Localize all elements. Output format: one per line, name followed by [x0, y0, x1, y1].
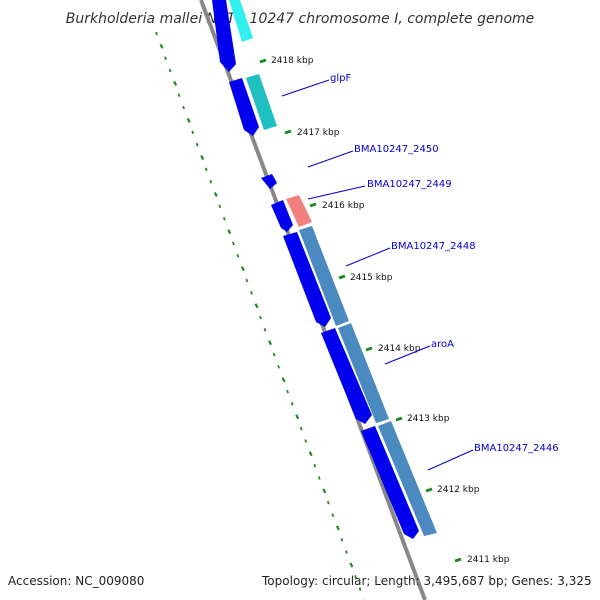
gc-dot	[317, 476, 321, 480]
gc-dot	[308, 451, 313, 457]
gc-dot	[259, 315, 262, 320]
gc-dot	[295, 414, 300, 420]
topology-text: Topology: circular; Length: 3,495,687 bp…	[261, 574, 592, 588]
gc-dot	[331, 513, 335, 517]
accession-text: Accession: NC_009080	[8, 574, 144, 588]
gc-dot	[204, 167, 208, 172]
kbp-label: 2411 kbp	[467, 555, 510, 565]
gc-dot	[272, 352, 276, 357]
cds-teal-block[interactable]	[246, 74, 277, 130]
gc-dot	[195, 142, 199, 147]
gene-label-bma10247-2446[interactable]: BMA10247_2446	[474, 443, 559, 454]
gc-dot	[290, 402, 294, 406]
tick-mark	[365, 346, 373, 352]
gc-dot	[345, 550, 348, 554]
gc-dot	[286, 389, 289, 394]
tick-mark	[259, 58, 267, 64]
gc-dot	[200, 155, 205, 160]
gc-dot	[340, 538, 344, 542]
label-leader-line	[307, 185, 366, 200]
gc-dot	[277, 365, 280, 369]
gc-dot	[227, 229, 232, 235]
tick-mark	[309, 202, 317, 208]
gene-feature[interactable]	[283, 232, 331, 327]
cds-salmon-block[interactable]	[286, 195, 312, 227]
gc-dot	[164, 56, 167, 60]
gc-dot-track	[155, 31, 366, 600]
tick-mark	[338, 274, 346, 280]
label-leader-line	[384, 345, 431, 365]
gc-dot	[240, 266, 245, 272]
gc-dot	[349, 562, 354, 568]
gene-feature[interactable]	[271, 200, 293, 232]
cds-steelblue-block[interactable]	[338, 323, 389, 423]
kbp-label: 2416 kbp	[322, 201, 365, 211]
gc-dot	[213, 192, 218, 197]
cds-steelblue-block[interactable]	[378, 421, 437, 536]
gene-label-bma10247-2448[interactable]: BMA10247_2448	[391, 241, 476, 252]
label-leader-line	[307, 150, 354, 168]
gc-dot	[254, 303, 259, 309]
label-leader-line	[345, 247, 391, 267]
gene-label-bma10247-2449[interactable]: BMA10247_2449	[367, 179, 452, 190]
label-leader-line	[281, 79, 330, 97]
gene-label-aroa[interactable]: aroA	[431, 339, 454, 350]
gene-feature[interactable]	[212, 0, 236, 72]
tick-mark	[284, 129, 292, 135]
gc-dot	[218, 204, 222, 209]
gc-dot	[250, 291, 253, 295]
gc-dot	[299, 426, 303, 431]
gc-dot	[209, 179, 213, 184]
gc-dot	[173, 80, 178, 86]
gc-dot	[159, 43, 164, 49]
kbp-label: 2418 kbp	[271, 56, 314, 66]
gc-dot	[322, 488, 327, 494]
gc-dot	[186, 117, 191, 123]
gc-dot	[335, 525, 340, 531]
kbp-label: 2413 kbp	[407, 414, 450, 424]
tick-mark	[395, 416, 403, 422]
gc-dot	[326, 500, 330, 505]
gc-dot	[313, 463, 317, 468]
map-title: Burkholderia mallei NCTC 10247 chromosom…	[66, 11, 535, 27]
kbp-label: 2414 kbp	[378, 344, 421, 354]
gc-dot	[263, 328, 267, 332]
gene-track	[212, 0, 437, 539]
kbp-label: 2417 kbp	[297, 128, 340, 138]
gene-feature[interactable]	[361, 426, 419, 539]
gc-dot	[304, 439, 308, 443]
cds-cyan-block[interactable]	[229, 0, 253, 42]
gc-dot	[358, 587, 362, 591]
kbp-label: 2415 kbp	[350, 273, 393, 283]
gc-dot	[268, 340, 272, 346]
label-leaders	[281, 79, 474, 471]
gc-dot	[222, 216, 226, 221]
gc-dot	[182, 105, 185, 110]
gc-dot	[236, 254, 240, 258]
kbp-label: 2412 kbp	[437, 485, 480, 495]
gc-dot	[155, 31, 158, 36]
gc-dot	[191, 130, 195, 135]
gene-feature[interactable]	[321, 328, 372, 424]
label-leader-line	[427, 449, 474, 471]
gc-dot	[281, 377, 286, 383]
gc-dot	[232, 241, 235, 246]
tick-mark	[454, 557, 462, 563]
gc-dot	[177, 93, 181, 97]
gene-feature[interactable]	[261, 174, 277, 189]
gc-dot	[245, 278, 249, 283]
kbp-ticks	[259, 58, 462, 563]
gc-dot	[354, 575, 357, 579]
cds-steelblue-block[interactable]	[299, 226, 349, 326]
gene-feature[interactable]	[229, 78, 259, 136]
tick-mark	[425, 487, 433, 493]
gene-label-glpf[interactable]: glpF	[330, 73, 351, 84]
gc-dot	[168, 68, 172, 73]
gene-label-bma10247-2450[interactable]: BMA10247_2450	[354, 144, 439, 155]
